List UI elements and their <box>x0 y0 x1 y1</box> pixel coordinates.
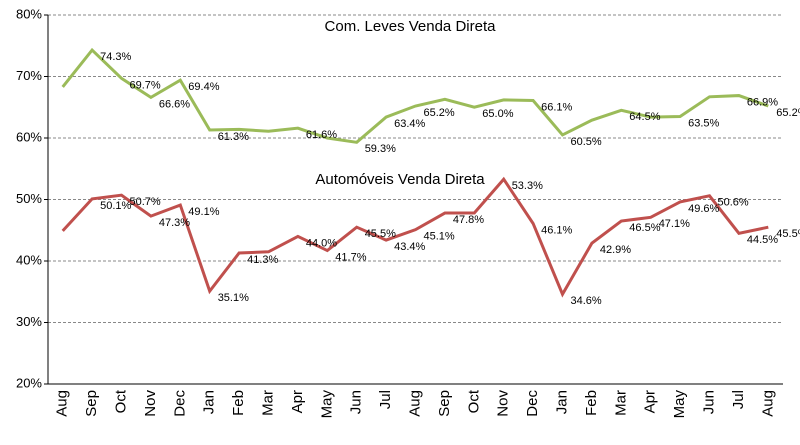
data-label: 46.1% <box>541 224 572 236</box>
data-label: 46.5% <box>629 222 660 234</box>
y-tick-label: 60% <box>16 129 42 144</box>
y-tick-label: 40% <box>16 252 42 267</box>
x-tick-label: Nov <box>142 390 159 417</box>
data-label: 45.1% <box>424 231 455 243</box>
y-tick-label: 80% <box>16 6 42 21</box>
x-tick-label: Dec <box>524 390 541 417</box>
data-label: 61.3% <box>218 131 249 143</box>
x-tick-label: May <box>671 390 688 419</box>
x-tick-label: Jun <box>700 390 717 414</box>
data-label: 53.3% <box>512 180 543 192</box>
x-tick-label: Jul <box>730 390 747 409</box>
data-label: 69.4% <box>188 81 219 93</box>
x-tick-label: Jul <box>377 390 394 409</box>
data-label: 65.0% <box>482 108 513 120</box>
x-tick-label: Apr <box>642 390 659 413</box>
data-label: 63.4% <box>394 118 425 130</box>
x-tick-label: Aug <box>54 390 71 417</box>
data-label: 34.6% <box>571 295 602 307</box>
data-label: 44.5% <box>747 234 778 246</box>
data-label: 59.3% <box>365 143 396 155</box>
data-label: 41.3% <box>247 254 278 266</box>
data-label: 49.6% <box>688 203 719 215</box>
x-tick-label: Jun <box>348 390 365 414</box>
x-tick-label: May <box>318 390 335 419</box>
y-tick-label: 70% <box>16 68 42 83</box>
data-label: 47.1% <box>659 218 690 230</box>
data-label: 35.1% <box>218 292 249 304</box>
data-label: 43.4% <box>394 241 425 253</box>
x-tick-label: Nov <box>495 390 512 417</box>
x-tick-label: Aug <box>406 390 423 417</box>
x-tick-label: Jan <box>201 390 218 414</box>
x-tick-label: Feb <box>583 390 600 416</box>
series-name: Com. Leves Venda Direta <box>325 18 497 35</box>
y-tick-label: 50% <box>16 191 42 206</box>
y-tick-label: 30% <box>16 314 42 329</box>
x-tick-label: Feb <box>230 390 247 416</box>
data-label: 45.5% <box>365 228 396 240</box>
data-label: 69.7% <box>130 79 161 91</box>
data-label: 65.2% <box>776 107 800 119</box>
data-label: 49.1% <box>188 206 219 218</box>
data-label: 66.1% <box>541 101 572 113</box>
data-label: 50.6% <box>718 197 749 209</box>
data-label: 60.5% <box>571 136 602 148</box>
x-tick-label: Mar <box>259 390 276 416</box>
data-label: 42.9% <box>600 244 631 256</box>
data-label: 47.3% <box>159 217 190 229</box>
data-label: 65.2% <box>424 107 455 119</box>
series-name: Automóveis Venda Direta <box>315 171 485 188</box>
x-tick-label: Aug <box>759 390 776 417</box>
x-tick-label: Sep <box>83 390 100 417</box>
series-line <box>61 176 769 298</box>
y-tick-label: 20% <box>16 375 42 390</box>
data-label: 64.5% <box>629 111 660 123</box>
data-label: 61.6% <box>306 129 337 141</box>
x-tick-label: Oct <box>465 389 482 413</box>
data-label: 66.9% <box>747 96 778 108</box>
x-tick-label: Mar <box>612 390 629 416</box>
data-label: 50.1% <box>100 200 131 212</box>
x-tick-label: Sep <box>436 390 453 417</box>
data-label: 41.7% <box>335 251 366 263</box>
data-label: 74.3% <box>100 51 131 63</box>
series-line <box>61 47 769 144</box>
x-tick-label: Jan <box>553 390 570 414</box>
data-label: 63.5% <box>688 117 719 129</box>
data-label: 50.7% <box>130 196 161 208</box>
data-label: 45.5% <box>776 228 800 240</box>
data-label: 66.6% <box>159 98 190 110</box>
x-tick-label: Oct <box>112 389 129 413</box>
data-label: 44.0% <box>306 237 337 249</box>
data-label: 47.8% <box>453 214 484 226</box>
x-tick-label: Dec <box>171 390 188 417</box>
x-tick-label: Apr <box>289 390 306 413</box>
